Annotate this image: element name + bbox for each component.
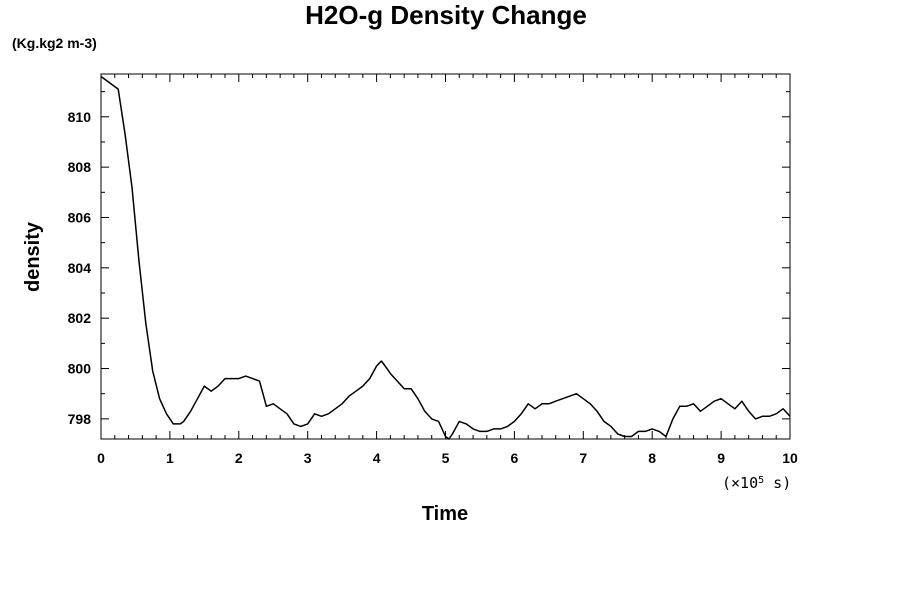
y-tick-label: 806	[68, 209, 92, 225]
x-scale-note: (×105 s)	[722, 474, 791, 492]
y-tick-label: 802	[68, 310, 92, 326]
y-tick-label: 804	[68, 260, 92, 276]
y-axis-title: density	[22, 221, 44, 292]
x-tick-label: 9	[717, 450, 725, 466]
x-tick-label: 1	[166, 450, 174, 466]
tick-labels-layer: 0 1 2 3 4 5 6 7 8 9 10 798 800 802 804 806 808 810	[68, 109, 798, 466]
ticks-layer	[100, 74, 791, 439]
x-tick-label: 2	[235, 450, 243, 466]
y-tick-label: 800	[68, 361, 92, 377]
x-tick-label: 7	[579, 450, 587, 466]
x-tick-label: 6	[511, 450, 519, 466]
x-tick-label: 10	[782, 450, 798, 466]
x-tick-label: 5	[442, 450, 450, 466]
x-tick-label: 8	[648, 450, 656, 466]
y-tick-label: 810	[68, 109, 92, 125]
y-unit-label: (Kg.kg2 m-3)	[12, 35, 97, 51]
y-tick-label: 808	[68, 159, 92, 175]
x-tick-label: 0	[97, 450, 105, 466]
y-tick-label: 798	[68, 411, 92, 427]
chart-title: H2O-g Density Change	[305, 0, 587, 30]
x-tick-label: 3	[304, 450, 312, 466]
plot-frame	[100, 73, 791, 440]
x-scale-unit: s)	[764, 474, 791, 492]
series-line	[100, 75, 791, 440]
x-axis-title: Time	[422, 503, 468, 525]
x-scale-prefix: (×10	[722, 474, 758, 492]
x-tick-label: 4	[373, 450, 381, 466]
x-scale-exponent: 5	[758, 475, 764, 486]
